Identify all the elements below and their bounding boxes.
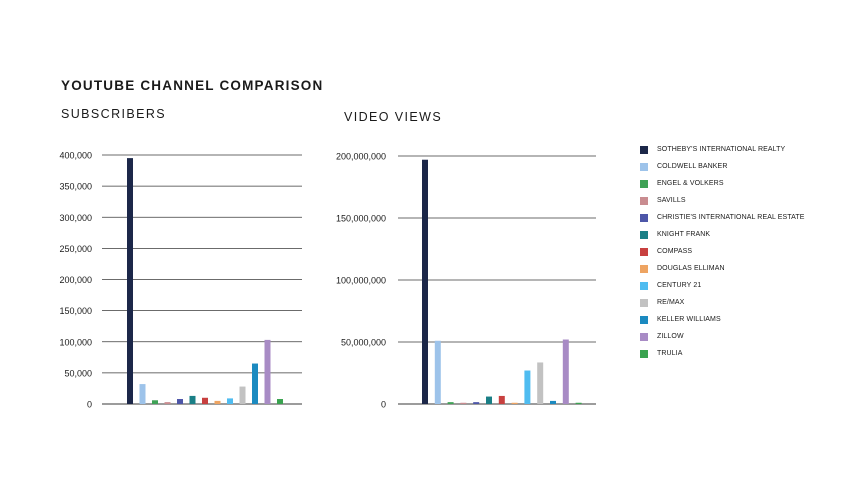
subscribers-y-tick-label: 200,000 (59, 275, 92, 285)
subscribers-y-tick-label: 50,000 (64, 368, 92, 378)
subscribers-y-tick-label: 150,000 (59, 306, 92, 316)
legend-swatch (640, 315, 648, 324)
page-title: YOUTUBE CHANNEL COMPARISON (61, 78, 324, 93)
subscribers-bar (277, 399, 283, 404)
video-views-bar (537, 362, 544, 404)
legend-item: DOUGLAS ELLIMAN (640, 260, 805, 277)
legend-label: DOUGLAS ELLIMAN (657, 265, 725, 272)
legend-swatch (640, 281, 648, 290)
subscribers-bar (152, 400, 158, 404)
legend-label: RE/MAX (657, 299, 685, 306)
subscribers-chart-title: SUBSCRIBERS (61, 107, 167, 121)
subscribers-y-tick-label: 300,000 (59, 213, 92, 223)
legend-swatch (640, 298, 648, 307)
subscribers-y-tick-label: 250,000 (59, 244, 92, 254)
video-views-bar (486, 396, 492, 404)
video-views-bar (447, 402, 454, 404)
legend-swatch (640, 196, 648, 205)
legend-label: CHRISTIE'S INTERNATIONAL REAL ESTATE (657, 214, 805, 221)
legend-item: CHRISTIE'S INTERNATIONAL REAL ESTATE (640, 209, 805, 226)
legend-swatch (640, 145, 648, 154)
video-views-bar (524, 370, 531, 404)
legend: SOTHEBY'S INTERNATIONAL REALTY COLDWELL B… (640, 141, 805, 362)
legend-item: COLDWELL BANKER (640, 158, 805, 175)
subscribers-bar (239, 386, 246, 404)
legend-label: COLDWELL BANKER (657, 163, 728, 170)
video-views-y-tick-label: 50,000,000 (341, 338, 386, 348)
subscribers-y-tick-label: 350,000 (59, 182, 92, 192)
video-views-bar (473, 402, 480, 404)
subscribers-y-tick-label: 100,000 (59, 337, 92, 347)
legend-item: TRULIA (640, 345, 805, 362)
legend-item: COMPASS (640, 243, 805, 260)
subscribers-bar (264, 339, 271, 404)
video-views-bar (550, 400, 556, 404)
legend-swatch (640, 264, 648, 273)
legend-item: SAVILLS (640, 192, 805, 209)
subscribers-bar (164, 402, 171, 404)
legend-item: ENGEL & VOLKERS (640, 175, 805, 192)
legend-label: ZILLOW (657, 333, 684, 340)
video-views-bar (434, 340, 441, 404)
legend-label: SOTHEBY'S INTERNATIONAL REALTY (657, 146, 786, 153)
video-views-bar (575, 402, 582, 404)
legend-item: KELLER WILLIAMS (640, 311, 805, 328)
legend-label: CENTURY 21 (657, 282, 702, 289)
legend-label: TRULIA (657, 350, 683, 357)
legend-swatch (640, 332, 648, 341)
legend-label: KELLER WILLIAMS (657, 316, 721, 323)
legend-swatch (640, 247, 648, 256)
legend-swatch (640, 349, 648, 358)
subscribers-bar (202, 397, 208, 404)
subscribers-bar (189, 395, 196, 404)
legend-item: SOTHEBY'S INTERNATIONAL REALTY (640, 141, 805, 158)
subscribers-y-tick-label: 400,000 (59, 151, 92, 161)
video-views-y-tick-label: 0 (381, 400, 386, 410)
video-views-y-tick-label: 150,000,000 (336, 214, 386, 224)
video-views-chart-title: VIDEO VIEWS (344, 110, 443, 124)
subscribers-bar (214, 400, 221, 404)
legend-swatch (640, 230, 648, 239)
video-views-bar (460, 402, 467, 404)
video-views-bar (562, 339, 569, 404)
legend-item: ZILLOW (640, 328, 805, 345)
subscribers-bar (139, 384, 146, 404)
video-views-bar (498, 395, 505, 404)
subscribers-y-tick-label: 0 (87, 400, 92, 410)
legend-item: RE/MAX (640, 294, 805, 311)
video-views-y-tick-label: 200,000,000 (336, 152, 386, 162)
subscribers-bar (252, 363, 258, 404)
subscribers-bar (177, 399, 183, 404)
video-views-y-tick-label: 100,000,000 (336, 276, 386, 286)
legend-item: CENTURY 21 (640, 277, 805, 294)
legend-swatch (640, 213, 648, 222)
legend-label: KNIGHT FRANK (657, 231, 711, 238)
legend-swatch (640, 179, 648, 188)
video-views-bar (511, 402, 518, 404)
subscribers-bar (227, 398, 233, 404)
subscribers-bar (127, 158, 133, 404)
legend-label: ENGEL & VOLKERS (657, 180, 724, 187)
legend-label: SAVILLS (657, 197, 686, 204)
legend-item: KNIGHT FRANK (640, 226, 805, 243)
legend-label: COMPASS (657, 248, 693, 255)
legend-swatch (640, 162, 648, 171)
video-views-bar (422, 159, 428, 404)
